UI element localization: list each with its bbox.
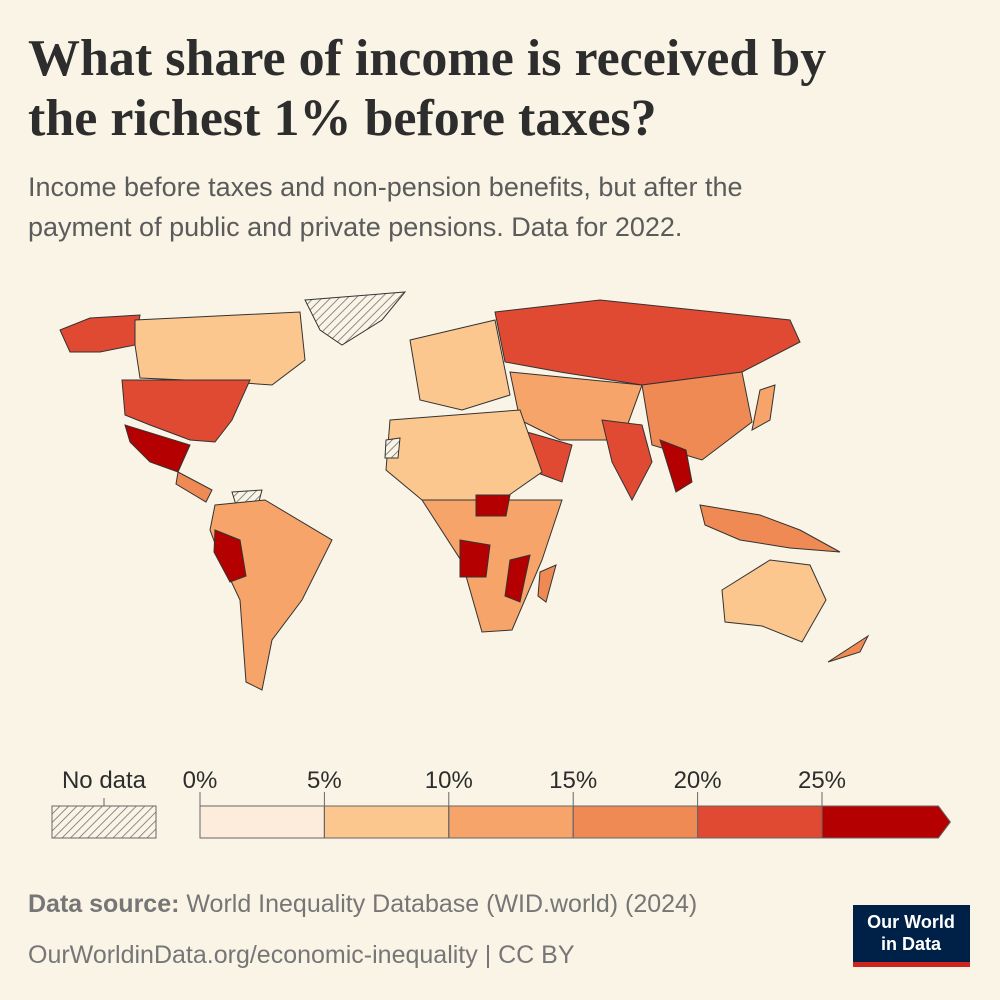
region bbox=[827, 634, 870, 663]
region bbox=[659, 439, 693, 493]
legend-bin bbox=[199, 805, 325, 839]
legend-bin bbox=[323, 805, 450, 839]
legend-bin bbox=[448, 805, 574, 839]
region bbox=[134, 311, 306, 386]
subtitle: payment of public and private pensions. … bbox=[28, 212, 682, 242]
legend-tick-label: 10% bbox=[425, 767, 473, 794]
logo-text: Our World bbox=[867, 912, 955, 932]
region bbox=[475, 494, 511, 517]
legend-tick-label: 15% bbox=[549, 767, 597, 794]
title: What share of income is received by bbox=[28, 30, 826, 87]
region bbox=[213, 529, 247, 583]
region bbox=[304, 291, 407, 346]
legend: No data 0% 5% 10% 15% 20% 25% bbox=[51, 767, 952, 839]
legend-bin bbox=[697, 805, 823, 839]
logo-text: in Data bbox=[881, 934, 942, 954]
no-data-swatch bbox=[51, 805, 157, 839]
region bbox=[641, 371, 753, 461]
source-label: Data source: bbox=[28, 890, 179, 918]
region bbox=[699, 504, 841, 553]
region bbox=[601, 419, 653, 502]
legend-tick-label: 0% bbox=[183, 767, 218, 794]
subtitle: Income before taxes and non-pension bene… bbox=[28, 172, 742, 202]
legend-tick-label: 5% bbox=[307, 767, 342, 794]
logo bbox=[853, 905, 970, 963]
legend-tick-label: 20% bbox=[674, 767, 722, 794]
no-data-label: No data bbox=[62, 767, 147, 794]
region bbox=[459, 539, 491, 578]
legend-tick-label: 25% bbox=[798, 767, 846, 794]
legend-bin bbox=[572, 805, 699, 839]
region bbox=[751, 384, 776, 431]
region bbox=[121, 379, 251, 443]
legend-bin bbox=[821, 805, 952, 839]
region bbox=[385, 409, 543, 501]
region bbox=[504, 554, 531, 603]
title: the richest 1% before taxes? bbox=[28, 90, 657, 147]
footer: OurWorldinData.org/economic-inequality |… bbox=[28, 941, 575, 969]
region bbox=[537, 564, 557, 603]
world-map bbox=[59, 291, 870, 691]
region bbox=[409, 319, 511, 411]
source: Data source: World Inequality Database (… bbox=[28, 890, 697, 918]
logo-bar bbox=[853, 962, 970, 967]
region bbox=[721, 559, 827, 643]
source-text: World Inequality Database (WID.world) (2… bbox=[186, 890, 697, 918]
region bbox=[175, 471, 213, 503]
region bbox=[124, 424, 191, 473]
region bbox=[384, 437, 401, 459]
